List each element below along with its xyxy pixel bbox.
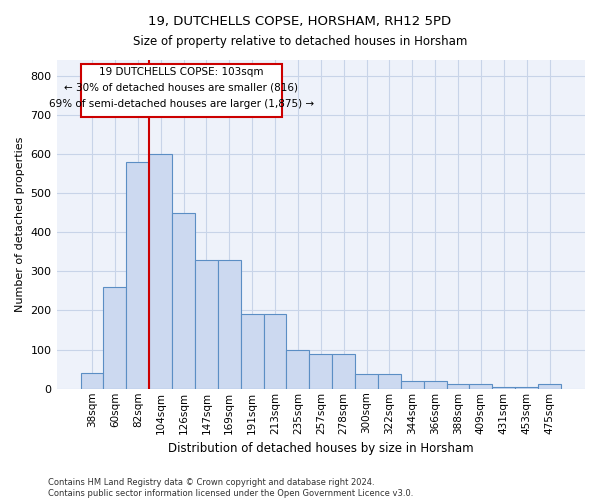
Text: 69% of semi-detached houses are larger (1,875) →: 69% of semi-detached houses are larger (… <box>49 98 314 108</box>
Text: 19, DUTCHELLS COPSE, HORSHAM, RH12 5PD: 19, DUTCHELLS COPSE, HORSHAM, RH12 5PD <box>148 15 452 28</box>
Bar <box>538 384 561 389</box>
Bar <box>103 287 127 389</box>
Bar <box>195 260 218 389</box>
Bar <box>172 214 195 389</box>
Bar <box>515 387 538 389</box>
Bar <box>218 260 241 389</box>
X-axis label: Distribution of detached houses by size in Horsham: Distribution of detached houses by size … <box>168 442 473 455</box>
Bar <box>424 381 446 389</box>
Text: Contains HM Land Registry data © Crown copyright and database right 2024.
Contai: Contains HM Land Registry data © Crown c… <box>48 478 413 498</box>
Y-axis label: Number of detached properties: Number of detached properties <box>15 136 25 312</box>
FancyBboxPatch shape <box>80 64 282 117</box>
Bar <box>241 314 263 389</box>
Text: 19 DUTCHELLS COPSE: 103sqm: 19 DUTCHELLS COPSE: 103sqm <box>99 67 263 77</box>
Bar <box>149 154 172 389</box>
Bar <box>378 374 401 389</box>
Bar <box>332 354 355 389</box>
Bar <box>401 381 424 389</box>
Bar <box>493 387 515 389</box>
Bar <box>263 314 286 389</box>
Bar <box>469 384 493 389</box>
Bar <box>310 354 332 389</box>
Text: Size of property relative to detached houses in Horsham: Size of property relative to detached ho… <box>133 35 467 48</box>
Bar <box>80 373 103 389</box>
Bar <box>446 384 469 389</box>
Bar <box>355 374 378 389</box>
Text: ← 30% of detached houses are smaller (816): ← 30% of detached houses are smaller (81… <box>64 82 298 92</box>
Bar <box>286 350 310 389</box>
Bar <box>127 162 149 389</box>
